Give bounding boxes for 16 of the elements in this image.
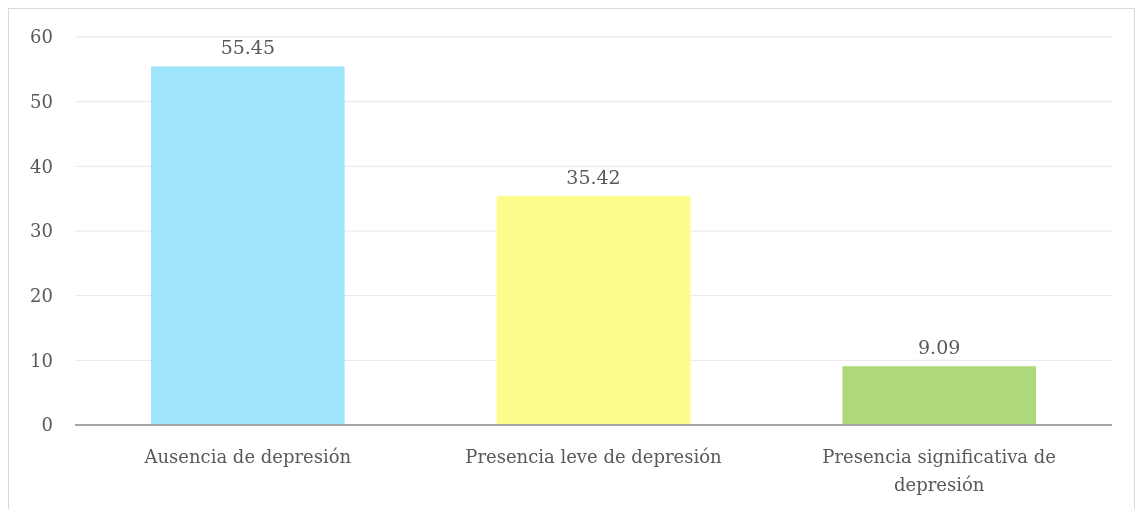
x-tick-label: Ausencia de depresión: [143, 446, 352, 467]
data-label: 35.42: [566, 165, 621, 188]
data-label: 9.09: [918, 336, 961, 359]
y-tick-label: 50: [30, 90, 53, 112]
y-tick-label: 10: [30, 349, 53, 371]
x-tick-label: Presencia leve de depresión: [465, 446, 723, 467]
data-label: 55.45: [220, 36, 276, 59]
bar: [842, 366, 1036, 425]
y-tick-label: 30: [30, 220, 53, 242]
y-tick-label: 40: [30, 155, 53, 177]
bar: [151, 66, 345, 425]
y-tick-label: 60: [30, 26, 53, 48]
bar: [496, 195, 691, 425]
x-tick-label: Presencia significativa de depresión: [822, 446, 1056, 495]
y-tick-label: 0: [41, 414, 53, 436]
y-tick-label: 20: [30, 284, 53, 306]
